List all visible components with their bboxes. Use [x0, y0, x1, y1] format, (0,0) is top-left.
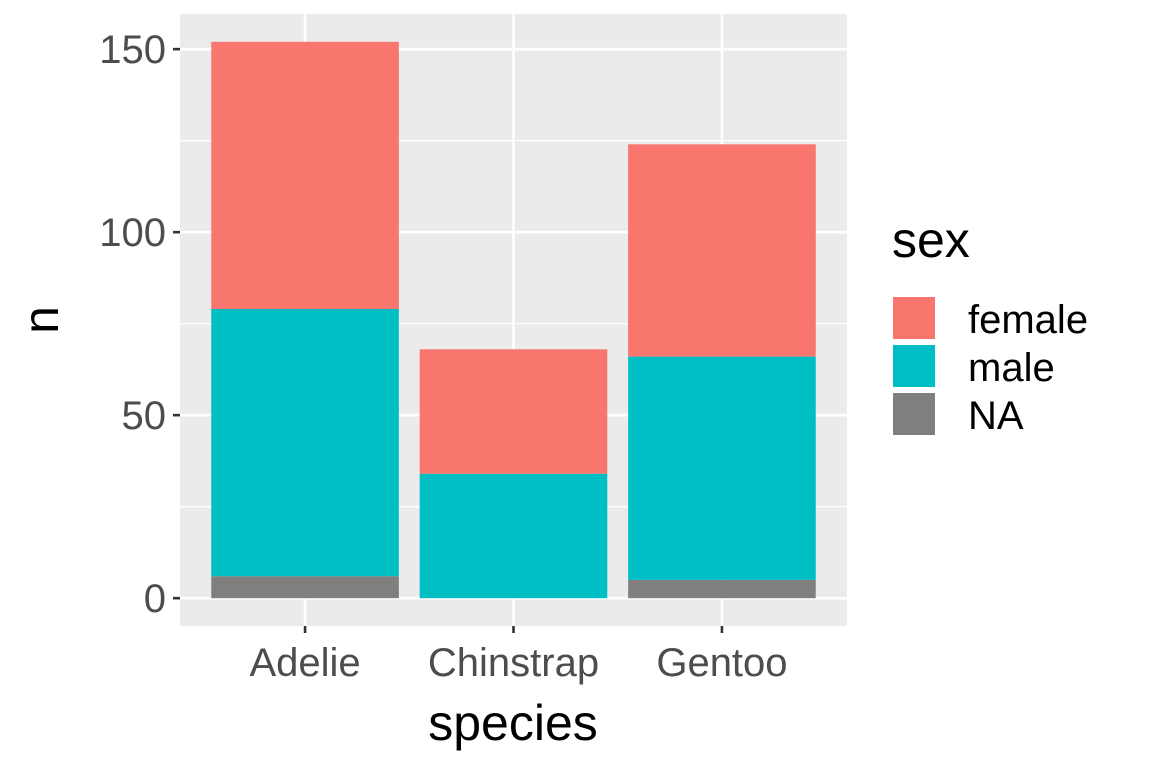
- y-tick-label: 0: [144, 577, 166, 621]
- legend-swatch-na: [891, 391, 937, 437]
- bar-segment-gentoo-male: [628, 356, 816, 580]
- x-axis-title: species: [428, 695, 598, 751]
- legend-label-na: NA: [968, 394, 1024, 438]
- legend-swatch-male: [891, 343, 937, 389]
- bars: [211, 41, 816, 599]
- y-axis-title: n: [13, 306, 69, 334]
- x-axis: Adelie Chinstrap Gentoo: [249, 626, 788, 685]
- y-tick-label: 50: [122, 394, 167, 438]
- bar-segment-adelie-na: [211, 576, 399, 599]
- y-tick-label: 100: [99, 211, 166, 255]
- bar-segment-adelie-female: [211, 41, 399, 310]
- bar-segment-gentoo-female: [628, 144, 816, 357]
- bar-segment-gentoo-na: [628, 579, 816, 599]
- x-tick-label-chinstrap: Chinstrap: [428, 641, 599, 685]
- bar-segment-chinstrap-male: [419, 473, 608, 599]
- legend-label-female: female: [968, 298, 1088, 342]
- bar-segment-adelie-male: [211, 309, 399, 577]
- legend-title: sex: [892, 212, 970, 268]
- legend-swatch-female: [891, 295, 937, 341]
- y-axis: 0 50 100 150: [99, 28, 180, 621]
- legend-label-male: male: [968, 346, 1055, 390]
- x-tick-label-adelie: Adelie: [249, 641, 360, 685]
- bar-segment-chinstrap-female: [419, 349, 608, 474]
- y-tick-label: 150: [99, 28, 166, 72]
- x-tick-label-gentoo: Gentoo: [656, 641, 787, 685]
